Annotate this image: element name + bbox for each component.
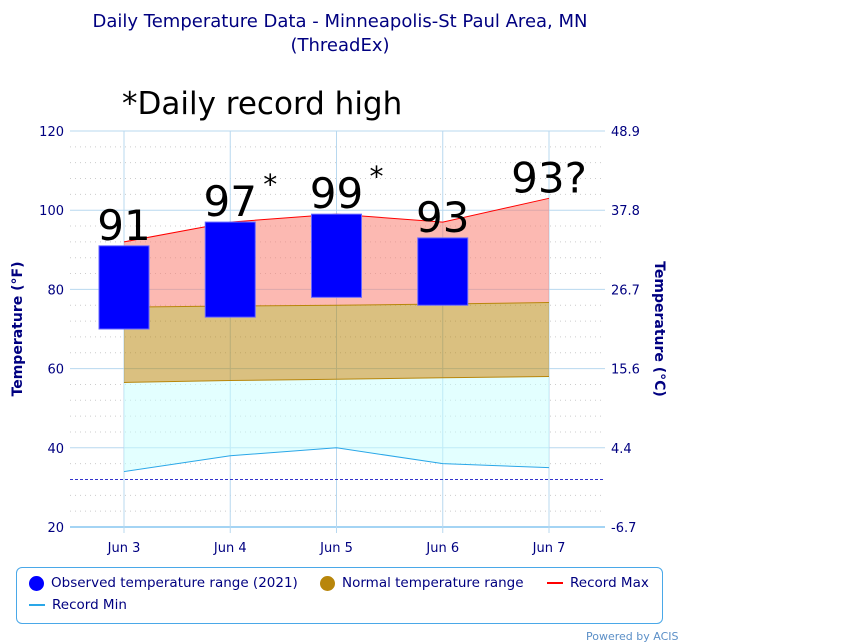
legend-record-min[interactable]: Record Min [29, 597, 127, 613]
normal-range-area [124, 302, 549, 383]
legend-line-icon [547, 582, 563, 584]
legend: Observed temperature range (2021) Normal… [16, 567, 663, 624]
legend-label: Record Min [52, 597, 127, 613]
y-axis-title: Temperature (°F) [10, 262, 26, 397]
legend-observed[interactable]: Observed temperature range (2021) [29, 575, 298, 591]
legend-label: Normal temperature range [342, 575, 524, 591]
observed-bar [204, 221, 256, 318]
y-tick-label: 40 [47, 442, 64, 457]
record-star: * [263, 168, 277, 201]
observed-bar [417, 237, 469, 306]
legend-normal[interactable]: Normal temperature range [320, 575, 524, 591]
x-tick-label: Jun 4 [213, 541, 247, 556]
annotation-label: 93? [511, 153, 587, 202]
y-right-tick-label: 4.4 [611, 442, 632, 457]
y-tick-label: 80 [47, 283, 64, 298]
powered-by-link[interactable]: Powered by ACIS [586, 630, 679, 643]
x-tick-label: Jun 6 [425, 541, 459, 556]
y-axis-right-title: Temperature (°C) [651, 261, 667, 397]
annotation-label: 99 [310, 169, 363, 218]
y-right-tick-label: 48.9 [611, 125, 640, 140]
observed-bar [98, 245, 150, 330]
legend-line-icon [29, 604, 45, 606]
normal-low-line [123, 376, 550, 383]
annotation-label: 93 [416, 193, 469, 242]
chart-plot: 20 -6.7 40 4.4 60 15.6 80 26.7 100 37.8 120 48.9 Jun… [10, 86, 667, 556]
chart-title: Daily Temperature Data - Minneapolis-St … [92, 11, 588, 32]
normal-high-line [123, 301, 550, 308]
annotation-label: 97 [204, 177, 257, 226]
legend-record-max[interactable]: Record Max [547, 575, 649, 591]
legend-label: Observed temperature range (2021) [51, 575, 298, 591]
x-tick-label: Jun 7 [532, 541, 566, 556]
legend-dot-icon [320, 575, 335, 591]
observed-bar [311, 213, 362, 298]
annotation-label: 91 [97, 201, 150, 250]
y-right-tick-label: 37.8 [611, 204, 640, 219]
y-right-tick-label: 15.6 [611, 363, 640, 378]
y-tick-label: 20 [47, 521, 64, 536]
record-star: * [370, 160, 384, 193]
record-min-line [123, 447, 550, 473]
y-right-tick-label: -6.7 [611, 521, 636, 536]
chart-subtitle: (ThreadEx) [290, 35, 390, 56]
y-tick-label: 60 [47, 363, 64, 378]
legend-label: Record Max [570, 575, 649, 591]
y-right-tick-label: 26.7 [611, 283, 640, 298]
legend-dot-icon [29, 575, 44, 591]
y-tick-label: 100 [39, 204, 64, 219]
record-low-band [124, 376, 549, 472]
y-tick-label: 120 [39, 125, 64, 140]
x-tick-label: Jun 3 [107, 541, 141, 556]
x-tick-label: Jun 5 [319, 541, 353, 556]
record-note: *Daily record high [122, 86, 402, 122]
